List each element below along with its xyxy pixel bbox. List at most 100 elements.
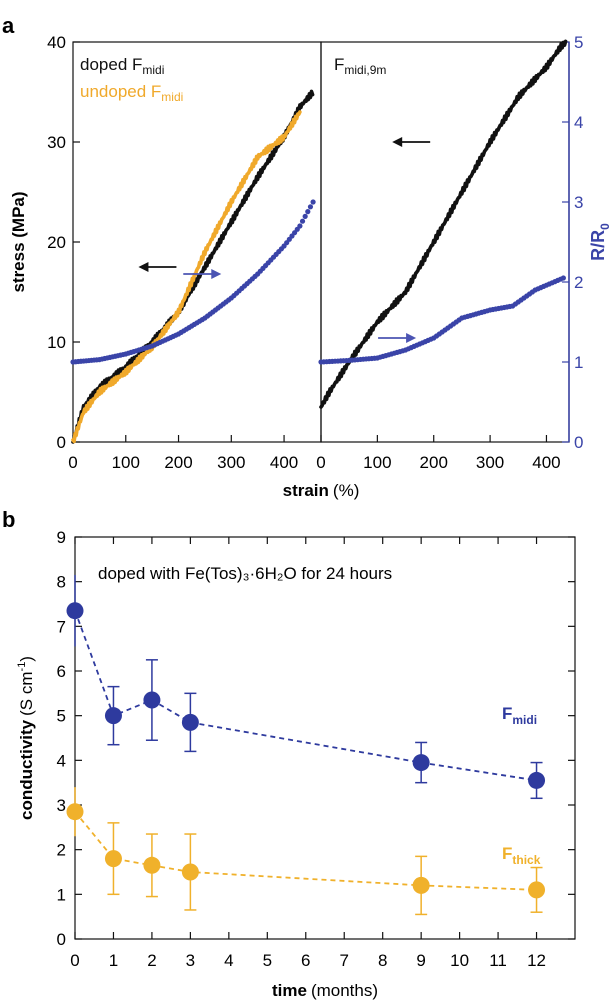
panel-b-ylabel-close: ) (17, 656, 36, 662)
panel-b-series (66, 574, 546, 916)
right-f-midi-9m-stress-line (319, 39, 568, 409)
panel-b-xlabel-unit: (months) (311, 981, 378, 1000)
arrow-head (138, 262, 149, 272)
legend-undoped-base: undoped F (80, 82, 161, 101)
f-midi-point (528, 771, 546, 789)
panel-b-ylabel: conductivity (S cm-1) (16, 656, 36, 820)
arrow-head (406, 333, 417, 343)
y2-tick-label: 5 (574, 33, 583, 52)
legend-doped-sub: midi (142, 63, 164, 77)
y2-tick-label: 3 (574, 193, 583, 212)
panel-a-arrows (138, 137, 431, 343)
f-thick-point (181, 863, 199, 881)
right-panel-title-base: F (334, 55, 344, 74)
y-tick-label: 0 (57, 930, 66, 949)
f-midi-point (143, 691, 161, 709)
x-tick-label: 200 (420, 453, 448, 472)
panel-a-series (70, 39, 568, 444)
x-tick-label: 1 (109, 951, 118, 970)
f-thick-point (528, 881, 546, 899)
legend-undoped-sub: midi (161, 90, 183, 104)
x-tick-label: 300 (476, 453, 504, 472)
y-tick-label: 6 (57, 662, 66, 681)
panel-a-right-frame (320, 41, 570, 443)
legend-doped-base: doped F (80, 55, 142, 74)
panel-b-letter: b (2, 507, 15, 532)
left-doped-f-midi-r-r0-point (302, 213, 308, 219)
panel-a-y2label: R/R0 (588, 223, 612, 261)
panel-b-ylabel-unit: (S cm (17, 671, 36, 715)
left-doped-f-midi-r-r0-point (299, 218, 306, 224)
y-tick-label: 1 (57, 885, 66, 904)
x-tick-label: 0 (70, 951, 79, 970)
x-tick-label: 100 (363, 453, 391, 472)
left-doped-f-midi-r-r0-point (305, 209, 311, 215)
x-tick-label: 4 (224, 951, 233, 970)
x-tick-label: 0 (68, 453, 77, 472)
panel-a-y2label-base: R/R (588, 230, 608, 261)
panel-b-ylabel-sup: -1 (16, 662, 28, 672)
x-tick-label: 6 (301, 951, 310, 970)
panel-a-y2-ticks: 0 1 2 3 4 5 (562, 33, 583, 452)
series-label-fmidi: Fmidi (502, 704, 537, 727)
x-tick-label: 400 (532, 453, 560, 472)
f-midi-point (181, 713, 199, 731)
y-tick-label: 9 (57, 528, 66, 547)
legend-doped: doped Fmidi (80, 55, 164, 77)
y-tick-label: 2 (57, 841, 66, 860)
panel-a-xlabel: strain (%) (283, 481, 360, 500)
panel-b-xlabel-main: time (272, 981, 307, 1000)
panel-a-y-ticks: 0 10 20 30 40 (47, 33, 80, 452)
y2-tick-label: 4 (574, 113, 583, 132)
f-thick-line (74, 811, 537, 891)
x-tick-label: 300 (217, 453, 245, 472)
y-tick-label: 8 (57, 573, 66, 592)
series-label-fthick-sub: thick (512, 853, 540, 867)
panel-b-y-ticks: 0 1 2 3 4 5 6 7 8 9 (57, 528, 575, 949)
x-tick-label: 7 (339, 951, 348, 970)
panel-a-letter: a (2, 13, 15, 38)
left-doped-f-midi-r-r0-point (297, 223, 303, 229)
y-tick-label: 10 (47, 333, 66, 352)
series-label-fthick: Fthick (502, 844, 541, 867)
y-tick-label: 40 (47, 33, 66, 52)
panel-b-annotation: doped with Fe(Tos)₃·6H₂O for 24 hours (98, 564, 392, 583)
y-tick-label: 7 (57, 617, 66, 636)
x-tick-label: 11 (489, 951, 507, 970)
x-tick-label: 0 (316, 453, 325, 472)
left-doped-f-midi-r-r0-point (307, 204, 314, 210)
series-label-fmidi-sub: midi (512, 713, 537, 727)
x-tick-label: 5 (263, 951, 272, 970)
y-tick-label: 0 (57, 433, 66, 452)
y-tick-label: 5 (57, 707, 66, 726)
x-tick-label: 200 (164, 453, 192, 472)
legend-undoped: undoped Fmidi (80, 82, 183, 104)
y-tick-label: 4 (57, 751, 66, 770)
arrow-head (392, 137, 403, 147)
f-midi-point (104, 707, 122, 725)
f-midi-point (412, 754, 430, 772)
panel-b-ylabel-main: conductivity (17, 719, 36, 820)
f-thick-point (104, 850, 122, 868)
panel-a-xlabel-main: strain (283, 481, 329, 500)
x-tick-label: 8 (378, 951, 387, 970)
f-thick-point (412, 876, 430, 894)
panel-a-y2label-sub: 0 (598, 223, 612, 230)
y2-tick-label: 2 (574, 273, 583, 292)
y-tick-label: 3 (57, 796, 66, 815)
panel-a-x-ticks: 0 100 200 300 400 0 100 200 300 400 (68, 435, 561, 472)
right-panel-title-sub: midi,9m (344, 63, 386, 77)
left-doped-f-midi-r-r0-point (310, 199, 316, 205)
y-tick-label: 20 (47, 233, 66, 252)
x-tick-label: 9 (416, 951, 425, 970)
y2-tick-label: 0 (574, 433, 583, 452)
series-label-fthick-base: F (502, 844, 512, 863)
right-panel-title: Fmidi,9m (334, 55, 386, 77)
x-tick-label: 12 (527, 951, 546, 970)
series-label-fmidi-base: F (502, 704, 512, 723)
panel-a-xlabel-unit: (%) (333, 481, 359, 500)
arrow-head (211, 269, 222, 279)
y-tick-label: 30 (47, 133, 66, 152)
